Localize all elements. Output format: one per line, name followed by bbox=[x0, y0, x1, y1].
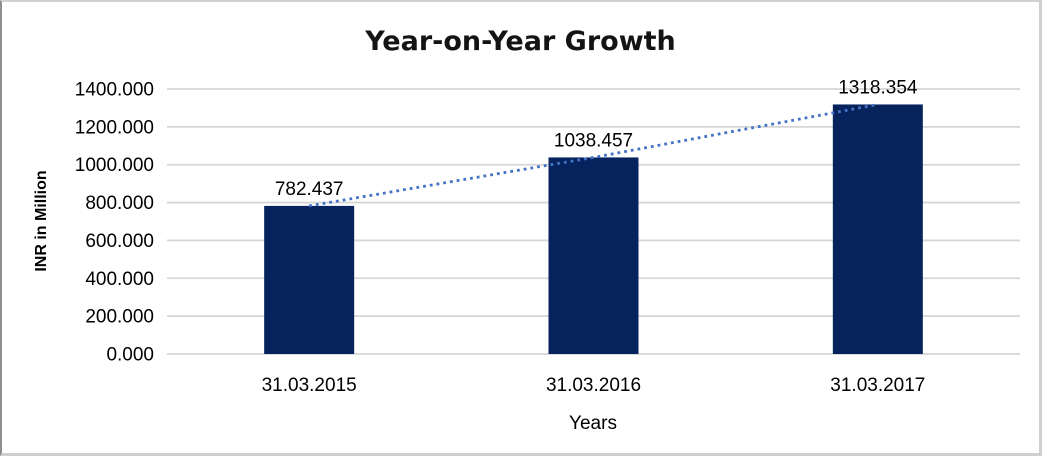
bar-value-label: 782.437 bbox=[275, 179, 344, 200]
x-axis-title: Years bbox=[569, 413, 617, 434]
trendline bbox=[308, 103, 879, 208]
y-tick-label: 200.000 bbox=[85, 307, 154, 328]
x-tick-label: 31.03.2017 bbox=[830, 375, 925, 396]
y-tick-label: 800.000 bbox=[85, 193, 154, 214]
y-tick-label: 1000.000 bbox=[75, 155, 154, 176]
y-tick-label: 0.000 bbox=[106, 345, 154, 366]
y-tick-label: 600.000 bbox=[85, 231, 154, 252]
x-tick-label: 31.03.2015 bbox=[262, 375, 357, 396]
x-tick-label: 31.03.2016 bbox=[546, 375, 641, 396]
bar bbox=[264, 205, 355, 354]
y-tick-label: 400.000 bbox=[85, 269, 154, 290]
bar-value-label: 1038.457 bbox=[554, 130, 633, 151]
chart-title: Year-on-Year Growth bbox=[365, 26, 676, 57]
y-tick-label: 1400.000 bbox=[75, 80, 154, 101]
bar bbox=[548, 157, 639, 354]
y-tick-label: 1200.000 bbox=[75, 117, 154, 138]
bar-value-label: 1318.354 bbox=[838, 77, 918, 98]
bar bbox=[832, 104, 923, 354]
